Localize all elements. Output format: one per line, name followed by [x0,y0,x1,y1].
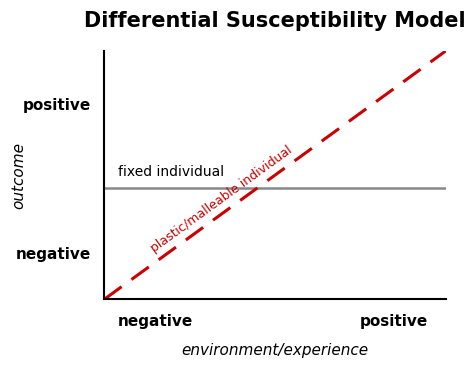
Text: positive: positive [360,314,428,329]
Text: fixed individual: fixed individual [118,165,224,179]
Text: negative: negative [118,314,193,329]
Text: environment/experience: environment/experience [182,343,368,358]
Text: Differential Susceptibility Model: Differential Susceptibility Model [84,11,466,31]
Text: plastic/malleable individual: plastic/malleable individual [149,144,295,255]
Text: negative: negative [15,247,91,262]
Text: positive: positive [22,98,91,113]
Text: outcome: outcome [11,142,27,209]
